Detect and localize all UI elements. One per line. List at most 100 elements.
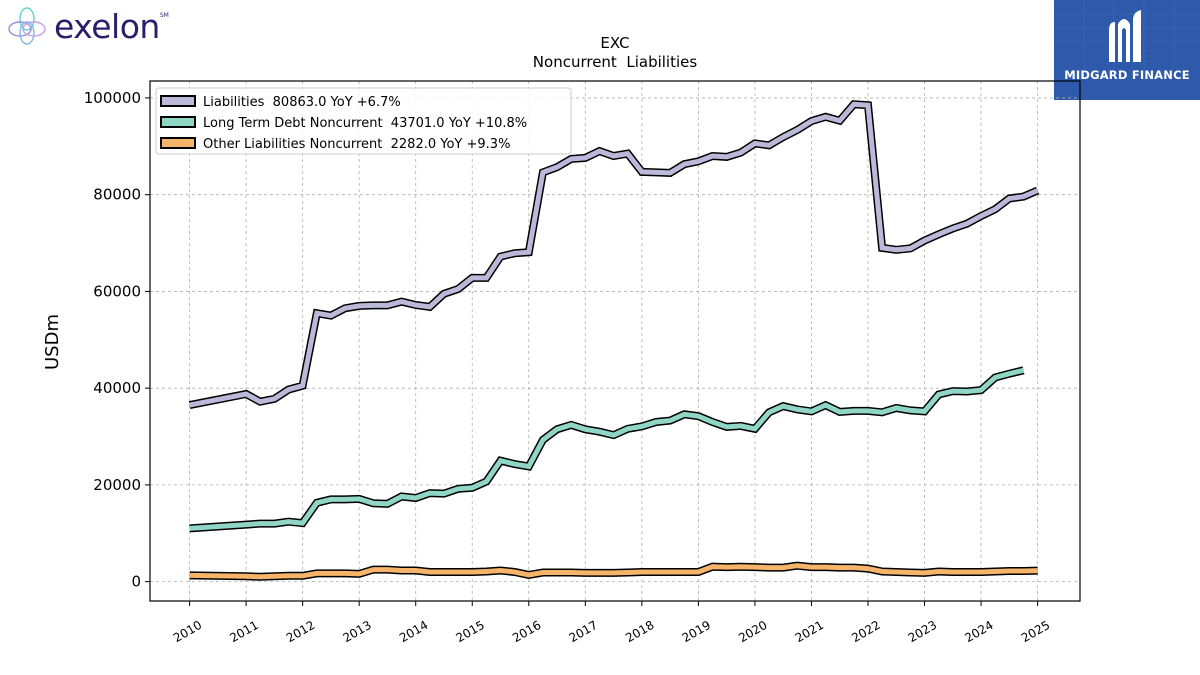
data-point	[726, 566, 728, 568]
data-point	[386, 304, 388, 306]
x-tick-label: 2020	[736, 618, 769, 645]
legend-label: Liabilities 80863.0 YoY +6.7%	[203, 95, 401, 110]
data-point	[1008, 570, 1010, 572]
data-point	[188, 527, 190, 529]
data-point	[1008, 197, 1010, 199]
data-point	[1022, 570, 1024, 572]
data-point	[188, 404, 190, 406]
data-point	[697, 571, 699, 573]
data-point	[810, 120, 812, 122]
data-point	[726, 156, 728, 158]
data-point	[443, 293, 445, 295]
data-point	[683, 413, 685, 415]
data-point	[429, 571, 431, 573]
data-point	[980, 571, 982, 573]
data-point	[556, 166, 558, 168]
data-point	[330, 498, 332, 500]
data-point	[641, 571, 643, 573]
data-point	[457, 488, 459, 490]
data-point	[853, 410, 855, 412]
data-point	[344, 572, 346, 574]
data-point	[443, 571, 445, 573]
data-point	[485, 480, 487, 482]
data-point	[415, 497, 417, 499]
data-point	[598, 150, 600, 152]
data-point	[570, 571, 572, 573]
data-point	[259, 576, 261, 578]
data-point	[994, 208, 996, 210]
data-point	[867, 567, 869, 569]
data-point	[514, 463, 516, 465]
data-point	[669, 172, 671, 174]
data-point	[627, 152, 629, 154]
data-point	[796, 565, 798, 567]
data-point	[358, 573, 360, 575]
data-point	[669, 571, 671, 573]
data-point	[655, 421, 657, 423]
data-point	[570, 424, 572, 426]
data-point	[683, 571, 685, 573]
series-1	[188, 366, 1025, 533]
data-point	[839, 411, 841, 413]
data-point	[1008, 373, 1010, 375]
midgard-brand-name: MIDGARD FINANCE	[1064, 68, 1190, 82]
data-point	[952, 227, 954, 229]
data-point	[839, 120, 841, 122]
data-point	[952, 571, 954, 573]
data-point	[570, 158, 572, 160]
axes: 0 20000 40000 60000 80000 100000 2010 2011 2012 2…	[84, 89, 1053, 645]
data-point	[471, 571, 473, 573]
data-point	[824, 566, 826, 568]
data-point	[768, 566, 770, 568]
data-point	[697, 415, 699, 417]
data-point	[655, 171, 657, 173]
data-point	[853, 566, 855, 568]
data-point	[782, 566, 784, 568]
data-point	[754, 142, 756, 144]
x-tick-label: 2018	[623, 618, 656, 645]
data-point	[499, 569, 501, 571]
data-point	[528, 251, 530, 253]
y-tick-label: 0	[131, 573, 141, 591]
data-point	[287, 575, 289, 577]
data-point	[598, 431, 600, 433]
x-tick-label: 2025	[1019, 618, 1052, 645]
data-point	[358, 498, 360, 500]
data-point	[358, 305, 360, 307]
x-tick-label: 2012	[284, 618, 317, 645]
data-point	[726, 426, 728, 428]
data-point	[966, 390, 968, 392]
data-point	[499, 255, 501, 257]
data-point	[273, 575, 275, 577]
series-0	[188, 100, 1040, 410]
x-tick-label: 2022	[849, 618, 882, 645]
x-tick-label: 2013	[340, 618, 373, 645]
legend-item: Other Liabilities Noncurrent 2282.0 YoY …	[160, 137, 510, 152]
data-point	[612, 155, 614, 157]
data-point	[1036, 569, 1038, 571]
legend-item: Long Term Debt Noncurrent 43701.0 YoY +1…	[160, 116, 527, 131]
exelon-flower-icon	[8, 7, 46, 45]
data-point	[711, 566, 713, 568]
data-point	[316, 312, 318, 314]
y-tick-label: 100000	[84, 89, 141, 107]
data-point	[485, 570, 487, 572]
x-tick-label: 2017	[567, 618, 600, 645]
midgard-m-icon	[1054, 0, 1200, 70]
series-line	[189, 563, 1038, 580]
data-point	[867, 104, 869, 106]
y-tick-label: 20000	[93, 476, 141, 494]
data-point	[372, 502, 374, 504]
data-point	[344, 307, 346, 309]
legend-item: Liabilities 80863.0 YoY +6.7%	[160, 95, 401, 110]
series-line	[189, 367, 1025, 531]
data-point	[966, 571, 968, 573]
legend-label: Long Term Debt Noncurrent 43701.0 YoY +1…	[203, 116, 527, 131]
data-point	[457, 288, 459, 290]
legend-swatch	[160, 116, 196, 128]
data-point	[768, 144, 770, 146]
data-point	[627, 571, 629, 573]
data-point	[301, 575, 303, 577]
data-point	[683, 163, 685, 165]
